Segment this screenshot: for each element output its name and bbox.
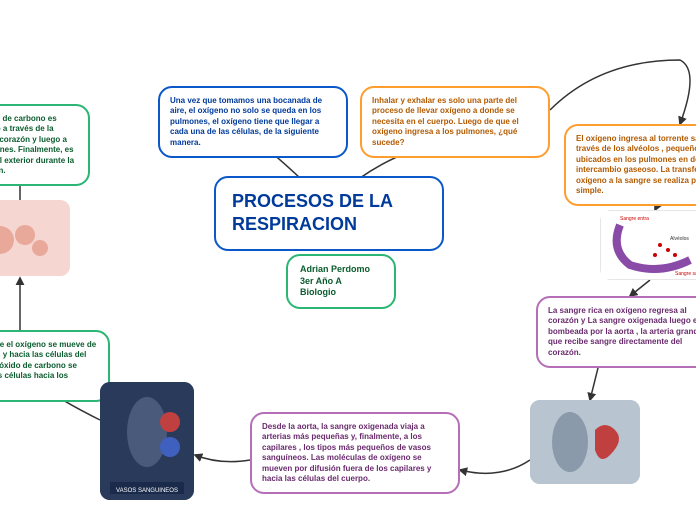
svg-text:VASOS SANGUINEOS: VASOS SANGUINEOS <box>116 488 178 494</box>
node-text: A medida que el oxígeno se mueve de los … <box>0 340 96 391</box>
node-text: El oxígeno ingresa al torrente sanguíneo… <box>576 134 696 195</box>
image-alveoli <box>0 200 70 276</box>
title-node: PROCESOS DE LA RESPIRACION <box>214 176 444 251</box>
node-text: La sangre rica en oxígeno regresa al cor… <box>548 306 696 357</box>
title-text: PROCESOS DE LA RESPIRACION <box>232 191 392 234</box>
node-corazon: La sangre rica en oxígeno regresa al cor… <box>536 296 696 368</box>
author-line1: Adrian Perdomo <box>300 264 382 276</box>
svg-text:Alvéolos: Alvéolos <box>670 236 689 242</box>
node-text: El dióxido de carbono es regresado a tra… <box>0 114 74 175</box>
author-node: Adrian Perdomo 3er Año A Biologio <box>286 254 396 309</box>
image-vasos: VASOS SANGUINEOS <box>100 382 194 500</box>
node-text: Desde la aorta, la sangre oxigenada viaj… <box>262 422 431 483</box>
node-alveolos: El oxígeno ingresa al torrente sanguíneo… <box>564 124 696 206</box>
image-diffusion: Sangre entra Alvéolos Sangre sale <box>600 210 696 280</box>
node-capilares: A medida que el oxígeno se mueve de los … <box>0 330 110 402</box>
node-inhalar: Inhalar y exhalar es solo una parte del … <box>360 86 550 158</box>
node-text: Una vez que tomamos una bocanada de aire… <box>170 96 322 147</box>
svg-text:Sangre sale: Sangre sale <box>675 271 696 277</box>
author-line3: Biologio <box>300 287 382 299</box>
node-text: Inhalar y exhalar es solo una parte del … <box>372 96 519 147</box>
node-aorta: Desde la aorta, la sangre oxigenada viaj… <box>250 412 460 494</box>
author-line2: 3er Año A <box>300 276 382 288</box>
node-bocanada: Una vez que tomamos una bocanada de aire… <box>158 86 348 158</box>
svg-text:Sangre entra: Sangre entra <box>620 216 649 222</box>
image-heart <box>530 400 640 484</box>
node-dioxido: El dióxido de carbono es regresado a tra… <box>0 104 90 186</box>
